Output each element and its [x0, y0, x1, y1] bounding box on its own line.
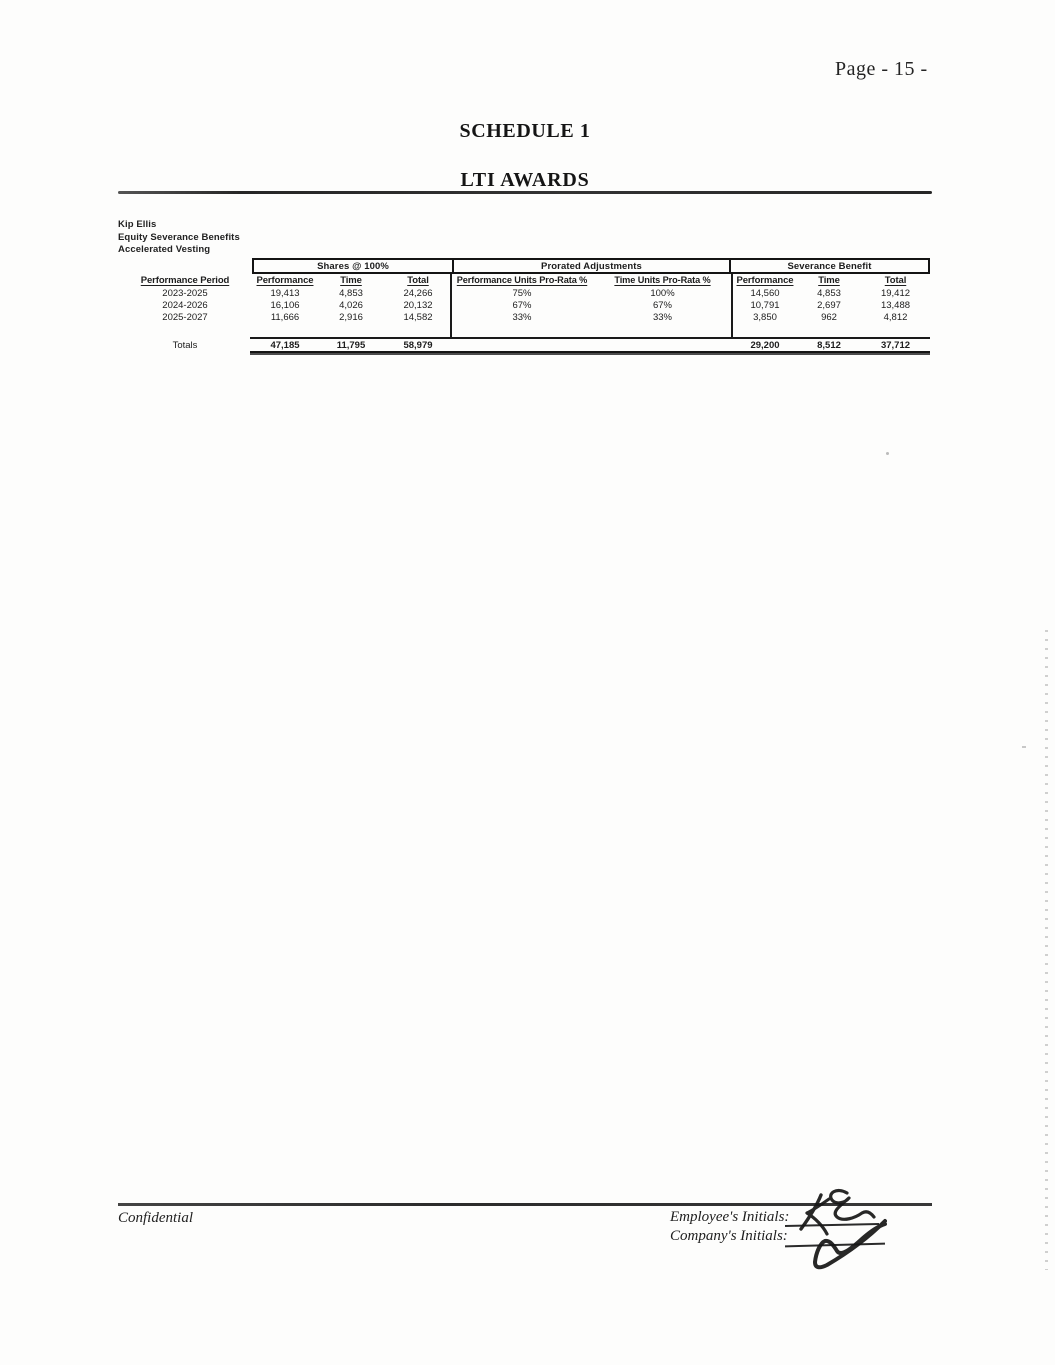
totals-empty-cell — [452, 340, 592, 351]
sev-time-cell: 4,853 — [817, 288, 841, 299]
totals-sev-performance: 29,200 — [750, 340, 780, 351]
column-header-sev-performance: Performance — [736, 275, 794, 286]
lti-awards-title: LTI AWARDS — [460, 169, 590, 191]
shares-performance-cell: 19,413 — [270, 288, 300, 299]
perf-units-prorata-cell: 33% — [512, 312, 532, 323]
totals-rule — [250, 337, 930, 339]
sev-total-cell: 19,412 — [880, 288, 911, 299]
period-cell: 2025-2027 — [162, 312, 208, 323]
totals-double-rule — [250, 351, 930, 355]
totals-shares-time: 11,795 — [336, 340, 366, 351]
schedule-title: SCHEDULE 1 — [459, 120, 591, 142]
sev-total-cell: 4,812 — [883, 312, 908, 323]
totals-label: Totals — [172, 340, 198, 351]
totals-sev-time: 8,512 — [817, 340, 841, 351]
column-header-shares-total: Total — [407, 275, 429, 286]
totals-shares-performance: 47,185 — [270, 340, 300, 351]
section-divider — [450, 274, 452, 337]
column-header-sev-time: Time — [818, 275, 840, 286]
recipient-name: Kip Ellis — [118, 219, 157, 230]
page-number: Page - 15 - — [835, 58, 928, 80]
totals-row: Totals 47,185 11,795 58,979 29,200 8,512… — [118, 340, 930, 351]
recipient-benefit-type: Equity Severance Benefits — [118, 231, 240, 243]
sev-performance-cell: 10,791 — [750, 300, 780, 311]
recipient-block: Kip Ellis Equity Severance Benefits Acce… — [118, 219, 240, 257]
shares-time-cell: 4,026 — [339, 300, 363, 311]
totals-shares-total: 58,979 — [403, 340, 433, 351]
column-header-period: Performance Period — [140, 275, 230, 286]
time-units-prorata-cell: 67% — [652, 300, 672, 311]
totals-sev-total: 37,712 — [880, 340, 911, 351]
shares-time-cell: 2,916 — [339, 312, 363, 323]
totals-empty-cell — [592, 340, 733, 351]
shares-total-cell: 20,132 — [403, 300, 433, 311]
handwritten-initials-signature — [799, 1188, 887, 1270]
perf-units-prorata-cell: 75% — [512, 288, 532, 299]
column-header-shares-performance: Performance — [256, 275, 314, 286]
time-units-prorata-cell: 100% — [650, 288, 675, 299]
group-header-band: Shares @ 100% Prorated Adjustments Sever… — [252, 258, 930, 274]
sev-time-cell: 962 — [821, 312, 837, 323]
shares-performance-cell: 11,666 — [270, 312, 300, 323]
recipient-vesting-type: Accelerated Vesting — [118, 244, 211, 255]
shares-performance-cell: 16,106 — [270, 300, 300, 311]
sev-time-cell: 2,697 — [817, 300, 841, 311]
perf-units-prorata-cell: 67% — [512, 300, 532, 311]
column-header-sev-total: Total — [884, 275, 907, 286]
sev-performance-cell: 3,850 — [753, 312, 777, 323]
company-initials-label: Company's Initials: — [670, 1228, 788, 1244]
scan-noise-strip — [1045, 630, 1048, 1270]
period-cell: 2024-2026 — [162, 300, 208, 311]
sev-total-cell: 13,488 — [880, 300, 911, 311]
column-header-shares-time: Time — [340, 275, 362, 286]
column-header-time-units-prorata: Time Units Pro-Rata % — [614, 275, 711, 285]
period-cell: 2023-2025 — [162, 288, 208, 299]
table-row: 2025-2027 11,666 2,916 14,582 33% 33% 3,… — [118, 312, 930, 323]
table-row: 2023-2025 19,413 4,853 24,266 75% 100% 1… — [118, 288, 930, 299]
footer-rule — [118, 1203, 932, 1206]
time-units-prorata-cell: 33% — [652, 312, 672, 323]
column-header-perf-units-prorata: Performance Units Pro-Rata % — [456, 275, 588, 285]
sev-performance-cell: 14,560 — [750, 288, 780, 299]
section-divider — [731, 274, 733, 337]
table-row: 2024-2026 16,106 4,026 20,132 67% 67% 10… — [118, 300, 930, 311]
shares-total-cell: 24,266 — [403, 288, 433, 299]
group-header-prorated: Prorated Adjustments — [452, 260, 731, 272]
group-header-severance: Severance Benefit — [787, 260, 872, 272]
lti-awards-table: Shares @ 100% Prorated Adjustments Sever… — [118, 258, 932, 360]
shares-total-cell: 14,582 — [403, 312, 433, 323]
employee-initials-label: Employee's Initials: — [670, 1209, 790, 1225]
confidential-label: Confidential — [118, 1210, 193, 1226]
scan-speckle — [1022, 746, 1026, 748]
header-rule — [118, 191, 932, 194]
column-header-row: Performance Period Performance Time Tota… — [118, 275, 930, 286]
group-header-shares: Shares @ 100% — [317, 260, 389, 272]
shares-time-cell: 4,853 — [339, 288, 363, 299]
scan-speckle — [886, 452, 889, 455]
